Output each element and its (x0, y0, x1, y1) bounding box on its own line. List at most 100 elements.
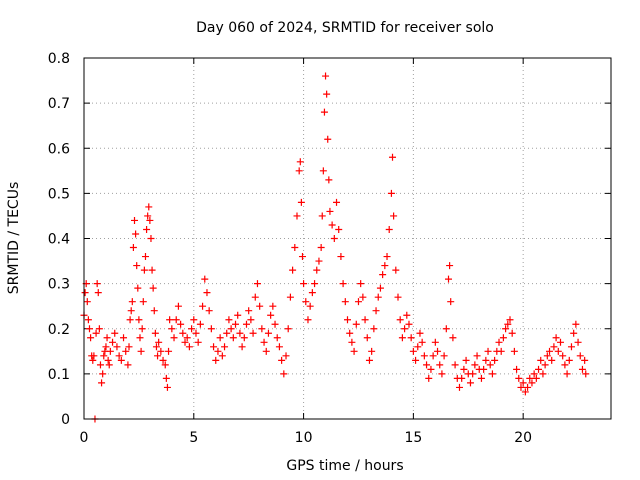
data-point (346, 329, 354, 337)
data-point (210, 343, 218, 351)
data-point (280, 370, 288, 378)
data-point (357, 280, 365, 288)
data-point (379, 271, 387, 279)
data-point (582, 370, 590, 378)
data-point (376, 284, 384, 292)
data-point (271, 320, 279, 328)
data-point (401, 325, 409, 333)
x-tick-label: 5 (189, 430, 198, 446)
data-point (341, 298, 349, 306)
data-point (278, 356, 286, 364)
data-point (124, 361, 132, 369)
data-point (567, 343, 575, 351)
data-point (497, 347, 505, 355)
y-tick-label: 0.7 (48, 96, 70, 112)
data-point (83, 298, 91, 306)
data-point (546, 347, 554, 355)
data-point (260, 338, 268, 346)
data-point (148, 266, 156, 274)
x-axis-label: GPS time / hours (286, 458, 403, 474)
data-point (471, 361, 479, 369)
data-point (416, 329, 424, 337)
data-point (289, 266, 297, 274)
data-point (335, 225, 343, 233)
data-point (300, 280, 308, 288)
data-point (455, 383, 463, 391)
data-point (102, 343, 110, 351)
data-point (574, 338, 582, 346)
data-point (322, 72, 330, 80)
data-point (506, 316, 514, 324)
data-point (390, 212, 398, 220)
data-point (438, 370, 446, 378)
data-point (267, 311, 275, 319)
y-tick-label: 0 (61, 412, 70, 428)
data-point (385, 225, 393, 233)
data-point (473, 352, 481, 360)
data-point (264, 329, 272, 337)
data-point (302, 298, 310, 306)
data-point (311, 280, 319, 288)
data-point (326, 207, 334, 215)
data-point (140, 266, 148, 274)
data-point (325, 176, 333, 184)
data-point (427, 365, 435, 373)
data-point (94, 289, 102, 297)
data-point (447, 298, 455, 306)
data-point (92, 329, 100, 337)
data-point (100, 352, 108, 360)
y-tick-label: 0.4 (48, 232, 70, 248)
data-point (361, 316, 369, 324)
data-point (113, 343, 121, 351)
data-point (232, 320, 240, 328)
data-point (181, 338, 189, 346)
data-point (352, 320, 360, 328)
data-point (298, 253, 306, 261)
data-point (128, 298, 136, 306)
data-point (245, 307, 253, 315)
data-point (194, 338, 202, 346)
data-point (151, 329, 159, 337)
data-point (477, 374, 485, 382)
data-point (227, 325, 235, 333)
data-point (199, 302, 207, 310)
data-point (295, 167, 303, 175)
data-point (445, 275, 453, 283)
data-point (174, 302, 182, 310)
data-point (381, 262, 389, 270)
data-point (216, 334, 224, 342)
data-point (306, 302, 314, 310)
data-point (524, 383, 532, 391)
data-point (526, 374, 534, 382)
data-point (572, 320, 580, 328)
data-point (521, 388, 529, 396)
data-point (126, 316, 134, 324)
data-point (229, 334, 237, 342)
data-point (282, 352, 290, 360)
data-point (262, 347, 270, 355)
data-point (96, 361, 104, 369)
data-point (212, 356, 220, 364)
data-point (317, 244, 325, 252)
data-point (249, 329, 257, 337)
data-point (179, 329, 187, 337)
data-point (374, 293, 382, 301)
data-point (446, 262, 454, 270)
data-point (188, 325, 196, 333)
data-point (242, 320, 250, 328)
data-point (449, 334, 457, 342)
data-point (146, 216, 154, 224)
data-point (548, 356, 556, 364)
data-point (129, 244, 137, 252)
data-point (319, 167, 327, 175)
data-point (203, 289, 211, 297)
data-point (333, 198, 341, 206)
data-point (370, 325, 378, 333)
data-point (177, 320, 185, 328)
data-point (155, 338, 163, 346)
data-point (543, 352, 551, 360)
data-point (95, 325, 103, 333)
data-point (539, 370, 547, 378)
data-point (318, 212, 326, 220)
data-point (508, 329, 516, 337)
